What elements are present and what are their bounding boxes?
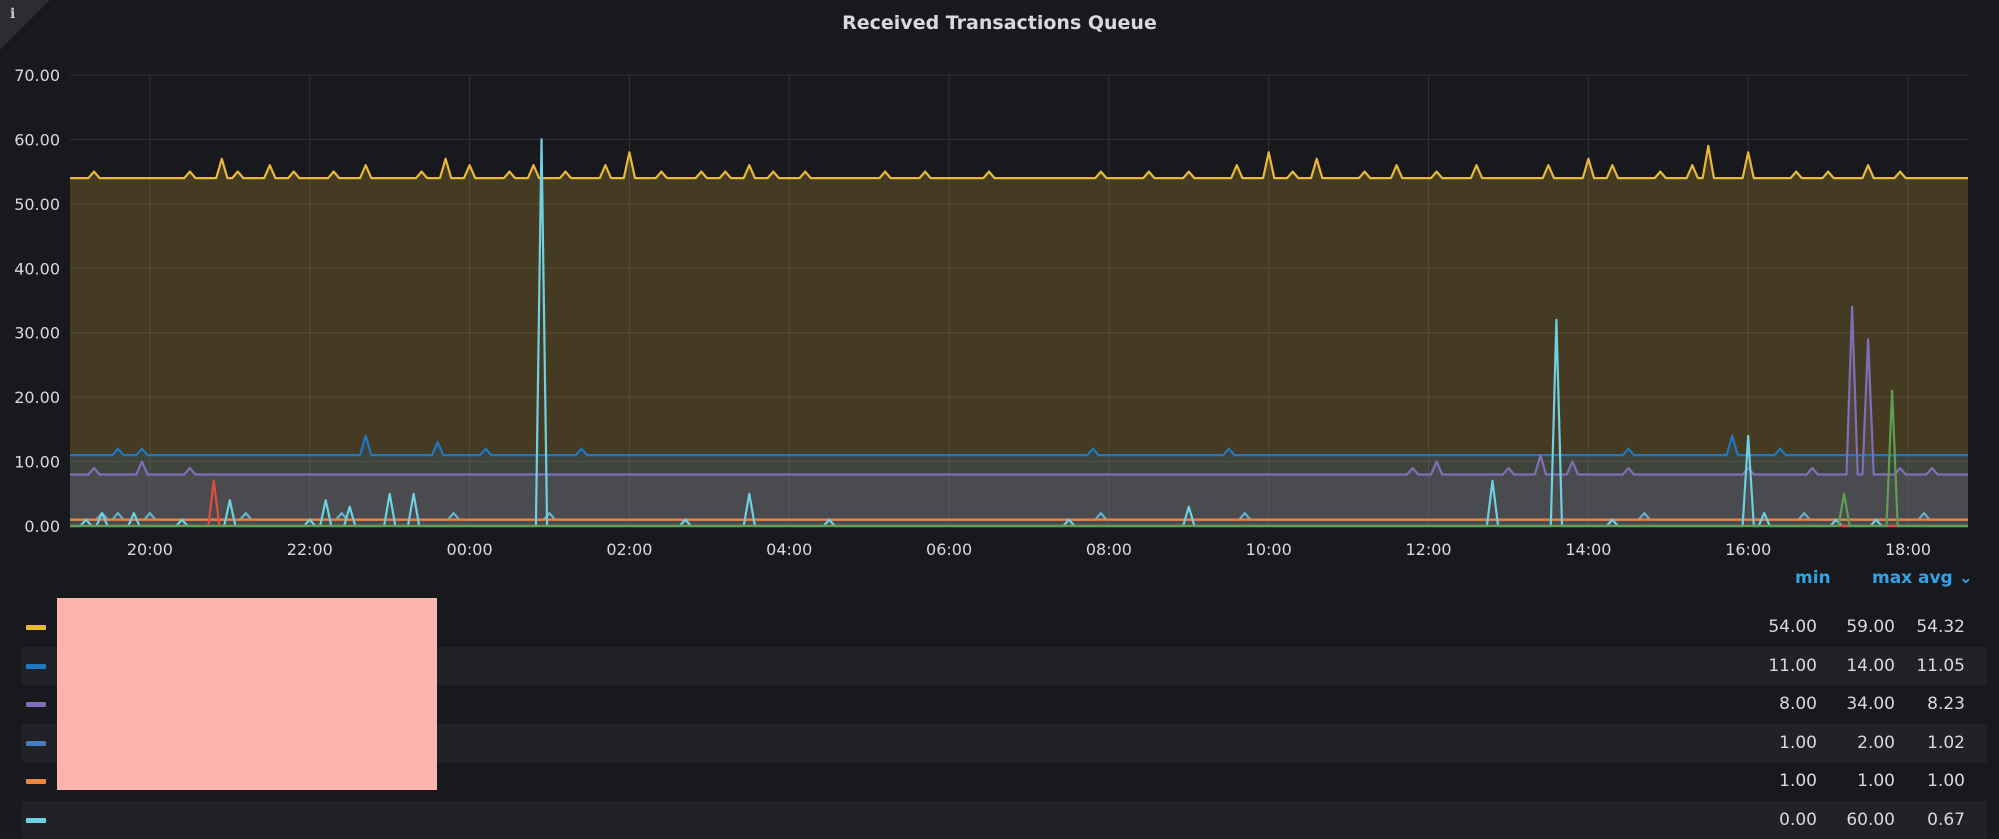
series-line-7[interactable] <box>70 389 1968 528</box>
panel-title[interactable]: Received Transactions Queue <box>842 12 1157 34</box>
legend-row[interactable]: 8.00 34.00 8.23 <box>22 685 1987 723</box>
legend-header-avg[interactable]: avg ⌄ <box>1918 568 1973 596</box>
legend-value-avg: 0.67 <box>1927 810 1965 830</box>
legend-row[interactable]: 54.00 59.00 54.32 <box>22 608 1987 646</box>
legend-value-max: 14.00 <box>1846 655 1895 676</box>
series-area-2 <box>70 306 1968 526</box>
legend-value-min: 11.00 <box>1768 655 1817 676</box>
legend-value-max: 60.00 <box>1846 810 1895 830</box>
y-tick-label: 10.00 <box>14 453 60 472</box>
legend-header-avg-label: avg <box>1918 568 1953 588</box>
series-color-swatch[interactable] <box>26 625 46 630</box>
legend-value-avg: 54.32 <box>1916 617 1965 637</box>
x-tick-label: 02:00 <box>606 540 652 559</box>
x-tick-label: 10:00 <box>1246 540 1292 559</box>
x-tick-label: 22:00 <box>287 540 333 559</box>
legend-value-avg: 1.02 <box>1927 732 1965 753</box>
info-icon[interactable]: i <box>10 6 16 22</box>
series-area-0 <box>70 145 1968 526</box>
x-tick-label: 18:00 <box>1885 540 1931 559</box>
y-tick-label: 40.00 <box>14 259 60 278</box>
y-tick-label: 20.00 <box>14 388 60 407</box>
x-tick-label: 14:00 <box>1565 540 1611 559</box>
series-area-1 <box>70 435 1968 526</box>
x-tick-label: 20:00 <box>127 540 173 559</box>
y-tick-label: 50.00 <box>14 195 60 214</box>
legend-value-avg: 1.00 <box>1927 771 1965 792</box>
series-line-1[interactable] <box>70 434 1968 457</box>
legend-value-min: 54.00 <box>1768 617 1817 637</box>
legend-row[interactable]: 1.00 1.00 1.00 <box>22 762 1987 800</box>
x-tick-label: 08:00 <box>1086 540 1132 559</box>
series-color-swatch[interactable] <box>26 740 46 746</box>
info-corner[interactable] <box>0 0 50 50</box>
series-color-swatch[interactable] <box>26 702 46 708</box>
legend-value-max: 34.00 <box>1846 694 1895 715</box>
y-tick-label: 30.00 <box>14 324 60 343</box>
y-tick-label: 60.00 <box>14 130 60 149</box>
x-tick-label: 00:00 <box>447 540 493 559</box>
legend-header-max[interactable]: max <box>1872 568 1913 588</box>
legend-value-max: 59.00 <box>1846 617 1895 637</box>
series-color-swatch[interactable] <box>26 818 46 823</box>
legend-value-min: 1.00 <box>1779 771 1817 792</box>
legend-value-avg: 11.05 <box>1916 655 1965 676</box>
legend-value-min: 8.00 <box>1779 694 1817 715</box>
series-line-5[interactable] <box>70 138 1968 528</box>
series-color-swatch[interactable] <box>26 779 46 785</box>
y-tick-label: 0.00 <box>24 517 60 536</box>
series-line-2[interactable] <box>70 305 1968 476</box>
x-tick-label: 16:00 <box>1725 540 1771 559</box>
x-tick-label: 04:00 <box>766 540 812 559</box>
redacted-series-names <box>57 598 437 790</box>
legend-value-min: 0.00 <box>1779 810 1817 830</box>
series-line-0[interactable] <box>70 144 1968 180</box>
legend-value-avg: 8.23 <box>1927 694 1965 715</box>
series-color-swatch[interactable] <box>26 663 46 669</box>
legend-value-max: 2.00 <box>1857 732 1895 753</box>
legend-value-max: 1.00 <box>1857 771 1895 792</box>
legend-header-min[interactable]: min <box>1795 568 1831 588</box>
legend-value-min: 1.00 <box>1779 732 1817 753</box>
legend-row[interactable]: 0.00 60.00 0.67 <box>22 801 1987 839</box>
x-tick-label: 12:00 <box>1406 540 1452 559</box>
line-chart[interactable]: 0.00 10.00 20.00 30.00 40.00 50.00 60.00 70.00 2… <box>0 60 1999 560</box>
sort-desc-icon: ⌄ <box>1958 568 1973 588</box>
x-tick-label: 06:00 <box>926 540 972 559</box>
y-tick-label: 70.00 <box>14 66 60 85</box>
